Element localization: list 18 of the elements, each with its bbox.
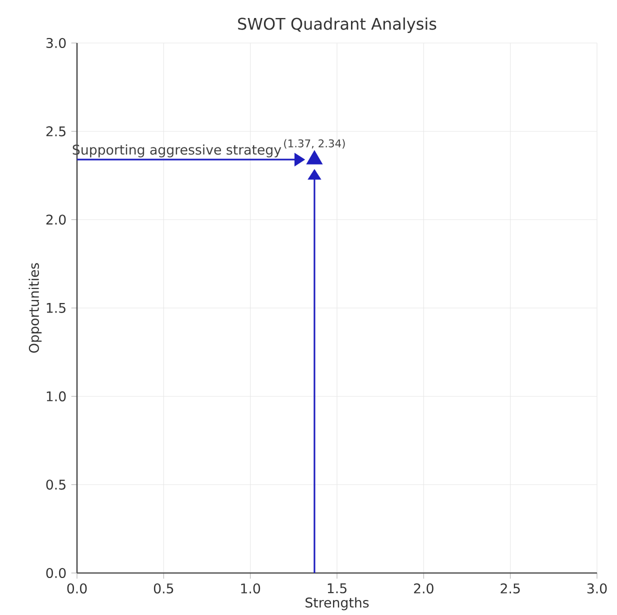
y-tick-label: 0.5 [46,480,66,490]
y-tick-label: 0.0 [46,568,66,578]
y-tick-label: 1.5 [46,303,66,313]
x-tick-label: 1.5 [328,583,346,594]
x-tick-label: 1.0 [241,583,260,594]
x-axis-title: Strengths [306,597,369,610]
y-tick-label: 3.0 [46,38,66,48]
y-tick-label: 2.5 [46,126,66,136]
y-axis-title: Opportunities [28,263,42,353]
annotation: (1.37, 2.34) [284,139,345,149]
x-tick-label: 0.0 [67,583,87,594]
y-tick-label: 1.0 [46,391,66,402]
x-tick-label: 2.0 [414,583,434,594]
x-tick-label: 2.5 [500,583,520,594]
y-tick-label: 2.0 [46,214,66,225]
x-tick-label: 3.0 [587,583,607,594]
x-tick-label: 0.5 [154,583,174,594]
chart-title: SWOT Quadrant Analysis [238,17,436,33]
